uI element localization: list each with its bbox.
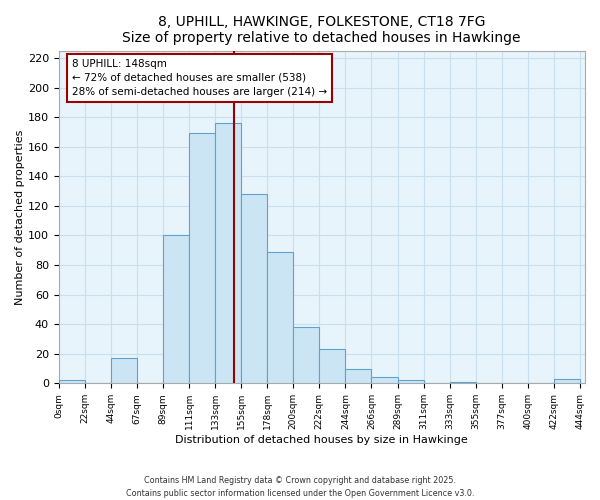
Text: 8 UPHILL: 148sqm
← 72% of detached houses are smaller (538)
28% of semi-detached: 8 UPHILL: 148sqm ← 72% of detached house… <box>72 59 327 97</box>
Bar <box>449 382 476 384</box>
Bar <box>319 350 346 384</box>
Bar <box>371 378 398 384</box>
Title: 8, UPHILL, HAWKINGE, FOLKESTONE, CT18 7FG
Size of property relative to detached : 8, UPHILL, HAWKINGE, FOLKESTONE, CT18 7F… <box>122 15 521 45</box>
Text: Contains HM Land Registry data © Crown copyright and database right 2025.
Contai: Contains HM Land Registry data © Crown c… <box>126 476 474 498</box>
Y-axis label: Number of detached properties: Number of detached properties <box>15 130 25 304</box>
Bar <box>346 368 371 384</box>
Bar <box>111 358 137 384</box>
Bar <box>241 194 267 384</box>
Bar <box>189 134 215 384</box>
Bar <box>554 379 580 384</box>
Bar <box>398 380 424 384</box>
Bar <box>59 380 85 384</box>
Bar <box>215 123 241 384</box>
X-axis label: Distribution of detached houses by size in Hawkinge: Distribution of detached houses by size … <box>175 435 468 445</box>
Bar <box>163 236 189 384</box>
Bar <box>267 252 293 384</box>
Bar <box>293 327 319 384</box>
